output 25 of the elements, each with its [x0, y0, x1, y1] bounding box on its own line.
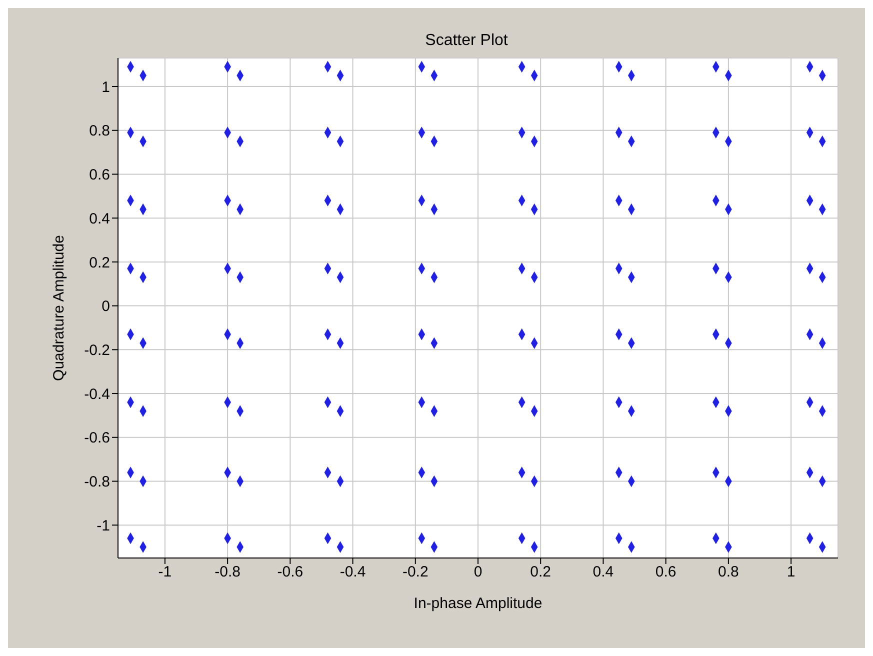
y-tick-label: 1 — [102, 78, 110, 96]
x-tick-label: 0 — [474, 564, 482, 581]
x-tick-label: 1 — [786, 564, 796, 581]
x-axis-title: In-phase Amplitude — [414, 595, 542, 612]
x-tick-label: -1 — [158, 564, 172, 581]
y-tick-label: 0.2 — [89, 254, 110, 272]
y-tick-label: -0.6 — [84, 430, 110, 447]
y-tick-label: -1 — [96, 517, 110, 534]
x-tick-label: -0.8 — [214, 564, 240, 581]
x-tick-label: -0.6 — [277, 564, 304, 581]
x-tick-label: 0.8 — [718, 564, 739, 581]
x-tick-label: 0.6 — [655, 564, 676, 581]
y-tick-label: -0.4 — [84, 386, 110, 403]
y-tick-label: 0.4 — [89, 210, 110, 228]
y-tick-label: 0.8 — [89, 122, 110, 140]
x-tick-label: 0.4 — [592, 564, 614, 581]
y-tick-label: -0.2 — [84, 342, 110, 359]
x-tick-label: -0.2 — [402, 564, 428, 581]
y-axis-title: Quadrature Amplitude — [50, 235, 68, 381]
x-tick-label: -0.4 — [340, 564, 366, 581]
x-tick-label: 0.2 — [530, 564, 552, 581]
y-tick-label: 0 — [102, 298, 110, 316]
y-tick-label: -0.8 — [84, 474, 110, 491]
chart-title: Scatter Plot — [424, 32, 509, 50]
y-tick-label: 0.6 — [89, 166, 110, 184]
